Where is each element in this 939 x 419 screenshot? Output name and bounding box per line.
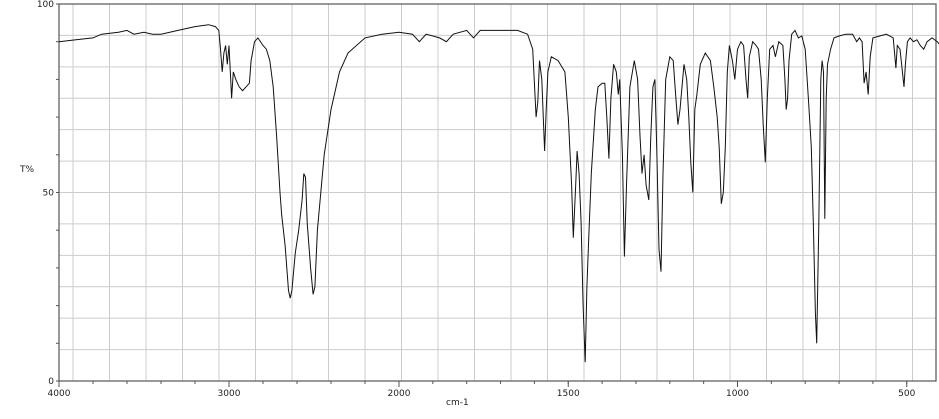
x-axis-label: cm-1	[446, 398, 469, 408]
y-tick-label: 100	[37, 0, 54, 10]
x-tick-label: 1500	[557, 389, 580, 399]
spectrum-line	[58, 24, 939, 363]
y-axis: 0 50 100	[37, 0, 59, 387]
y-axis-label: T%	[19, 165, 34, 175]
x-tick-label: 4000	[48, 389, 71, 399]
x-tick-label: 500	[898, 389, 915, 399]
x-tick-label: 1000	[726, 389, 749, 399]
y-tick-label: 0	[48, 377, 54, 387]
x-axis: 4000 3000 2000 1500 1000 500	[48, 381, 916, 399]
x-tick-label: 3000	[218, 389, 241, 399]
y-tick-label: 50	[43, 189, 55, 199]
grid	[59, 4, 936, 381]
x-tick-label: 2000	[388, 389, 411, 399]
